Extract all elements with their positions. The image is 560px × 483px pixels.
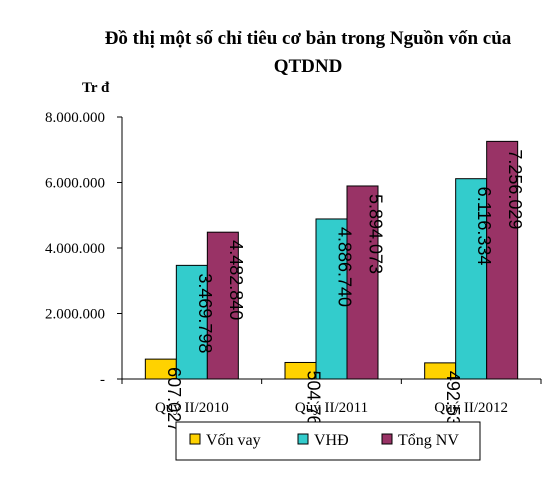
- legend-box: [175, 421, 481, 461]
- bar: [206, 231, 239, 380]
- x-axis: Quý II/2010 Quý II/2011 Quý II/2012: [121, 378, 542, 416]
- chart-title-line-2: QTDND: [274, 56, 343, 77]
- bar: [455, 178, 488, 380]
- data-labels: 607.027 504.766 492.531 3.469.798 4.886.740 6…: [164, 149, 525, 436]
- data-label: 504.766: [304, 370, 324, 435]
- x-tick-label: Quý II/2011: [295, 400, 368, 416]
- data-label: 7.256.029: [505, 149, 525, 229]
- legend-swatch: [297, 433, 309, 445]
- chart-title-line-1: Đồ thị một số chỉ tiêu cơ bản trong Nguồ…: [105, 28, 512, 49]
- data-label: 4.886.740: [335, 227, 355, 307]
- legend-label: VHĐ: [314, 432, 349, 449]
- bar: [315, 218, 348, 380]
- y-tick-label: 8.000.000: [45, 110, 105, 126]
- data-label: 4.482.840: [226, 240, 246, 320]
- x-tick-label: Quý II/2012: [434, 400, 508, 416]
- bars: [144, 140, 519, 380]
- y-tick-label: 4.000.000: [45, 241, 105, 257]
- bar: [486, 140, 519, 380]
- legend-label: Vốn vay: [206, 432, 261, 449]
- data-label: 3.469.798: [195, 273, 215, 353]
- y-tick-label: -: [100, 372, 105, 388]
- x-tick-label: Quý II/2010: [155, 400, 229, 416]
- y-tick-label: 6.000.000: [45, 176, 105, 192]
- legend-label: Tổng NV: [398, 432, 459, 449]
- y-unit-label: Tr đ: [82, 80, 110, 96]
- data-label: 5.894.073: [366, 194, 386, 274]
- legend-swatch: [381, 433, 393, 445]
- bar: [346, 185, 379, 380]
- data-label: 6.116.334: [474, 187, 494, 266]
- y-axis: - 2.000.000 4.000.000 6.000.000 8.000.000: [45, 110, 123, 388]
- bar: [175, 264, 208, 380]
- y-tick-label: 2.000.000: [45, 307, 105, 323]
- data-label: 607.027: [164, 367, 184, 432]
- legend-swatch: [189, 433, 201, 445]
- legend: Vốn vay VHĐ Tổng NV: [175, 421, 481, 461]
- data-label: 492.531: [443, 371, 463, 436]
